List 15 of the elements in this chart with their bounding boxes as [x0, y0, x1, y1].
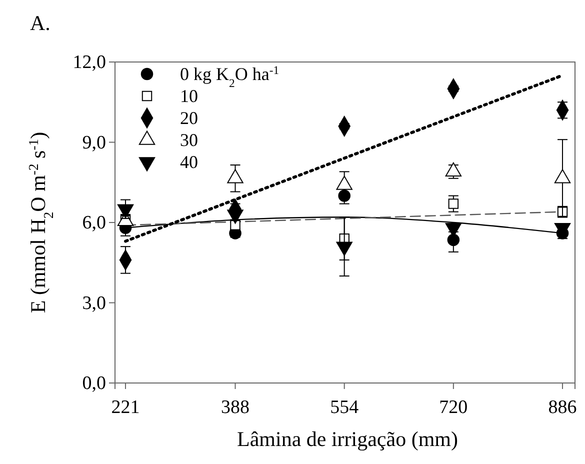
legend-label: 20: [180, 108, 198, 128]
x-tick-label: 388: [221, 396, 250, 418]
y-tick-label: 9,0: [82, 132, 106, 154]
y-tick-label: 0,0: [82, 373, 106, 394]
x-tick-label: 886: [548, 396, 577, 418]
legend-label: 40: [180, 152, 198, 172]
x-tick-label: 720: [439, 396, 468, 418]
chart-title: A.: [30, 11, 50, 35]
y-tick-label: 3,0: [82, 292, 106, 314]
y-tick-label: 12,0: [72, 52, 106, 74]
y-tick-label: 6,0: [82, 212, 106, 234]
x-axis-title: Lâmina de irrigação (mm): [237, 427, 458, 451]
x-tick-label: 554: [330, 396, 360, 418]
x-tick-label: 221: [111, 396, 140, 418]
legend-label: 30: [180, 130, 198, 150]
